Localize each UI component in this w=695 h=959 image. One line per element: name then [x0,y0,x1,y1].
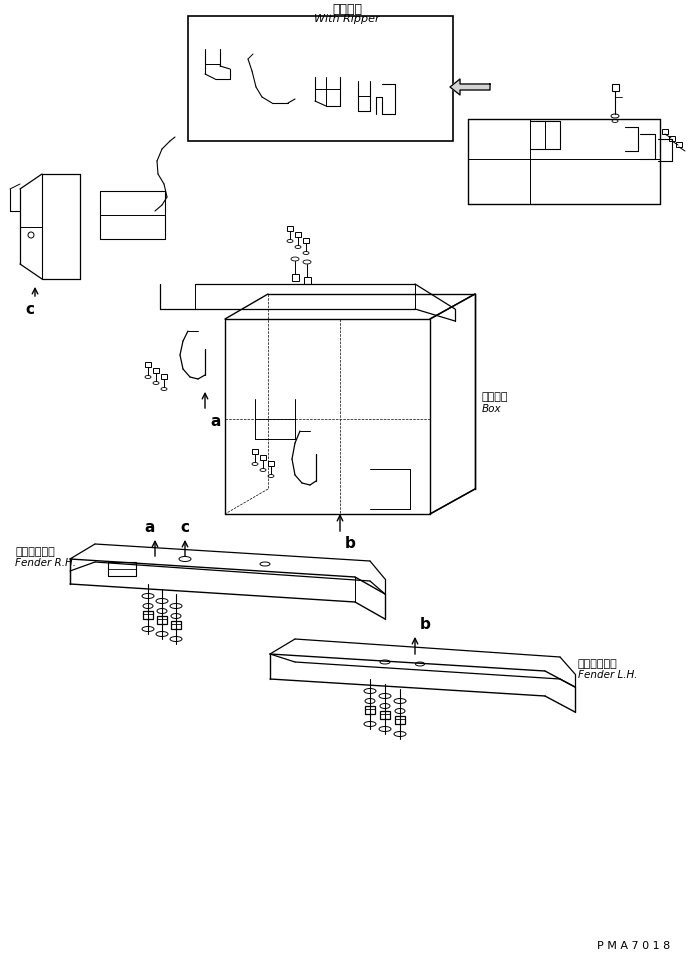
Bar [662,129,668,134]
Text: リッパ付: リッパ付 [332,3,362,16]
Text: a: a [210,414,220,429]
Bar [395,716,405,724]
Bar [153,368,159,373]
Bar [108,562,136,576]
Bar [268,461,274,466]
Bar [303,238,309,243]
Bar [161,374,167,379]
Text: a: a [145,520,155,535]
Text: c: c [26,302,35,317]
Bar [145,362,151,367]
Text: P M A 7 0 1 8: P M A 7 0 1 8 [597,941,670,951]
Bar [260,455,266,460]
Text: Fender R.H.: Fender R.H. [15,558,76,568]
Bar [612,84,619,91]
Bar [304,277,311,284]
Text: フェンダ左側: フェンダ左側 [578,659,618,669]
Bar [188,16,453,141]
Bar [171,621,181,629]
Text: Box: Box [482,404,502,414]
Bar [252,449,258,454]
Text: Fender L.H.: Fender L.H. [578,670,637,680]
Text: b: b [420,617,431,632]
Text: フェンダ右側: フェンダ右側 [15,547,55,557]
Bar [380,711,390,719]
Text: With Ripper: With Ripper [314,14,379,24]
Polygon shape [450,79,490,95]
Bar [143,611,153,619]
Bar [365,706,375,714]
Bar [295,232,301,237]
Text: c: c [181,520,190,535]
Bar [157,616,167,624]
Bar [292,274,299,281]
Text: b: b [345,536,356,551]
Bar [287,226,293,231]
Bar [676,142,682,147]
Text: ボックス: ボックス [482,392,509,402]
Bar [669,136,675,141]
